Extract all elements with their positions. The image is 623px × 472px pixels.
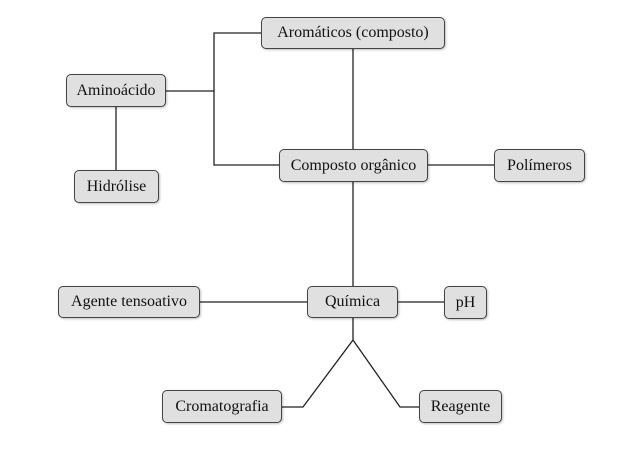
node-cromatografia: Cromatografia	[162, 390, 282, 423]
edge-quimica-reagente	[352, 339, 419, 408]
edge-aminoacido-aromaticos	[166, 32, 261, 92]
node-agente-tensoativo: Agente tensoativo	[58, 286, 200, 318]
edge-quimica-cromatografia	[282, 318, 354, 408]
node-reagente: Reagente	[419, 390, 502, 423]
node-aminoacido: Aminoácido	[66, 74, 166, 107]
edge-aminoacido-composto-organico	[213, 91, 279, 166]
node-ph: pH	[444, 286, 487, 319]
node-aromaticos: Aromáticos (composto)	[261, 17, 445, 49]
node-hidrolise: Hidrólise	[74, 170, 159, 203]
node-quimica: Química	[307, 286, 398, 318]
node-composto-organico: Composto orgânico	[279, 149, 428, 182]
node-polimeros: Polímeros	[494, 149, 585, 182]
